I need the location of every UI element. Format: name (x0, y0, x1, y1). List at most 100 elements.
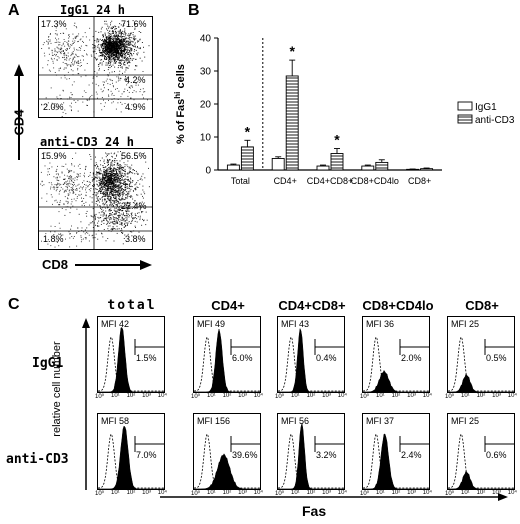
y-tick-label: 20 (200, 100, 212, 111)
tick-label: 10² (222, 393, 232, 399)
tick-label: 10⁰ (445, 491, 455, 497)
dotplot-1-q-ul: 17.3% (41, 19, 67, 29)
histogram-plot (447, 433, 514, 490)
category-label: CD8+CD4lo (351, 176, 399, 186)
fas-axis-label: Fas (302, 503, 327, 519)
tick-label: 10⁴ (507, 490, 517, 496)
mfi-label: MFI 156 (197, 416, 231, 426)
control-curve (447, 336, 514, 392)
tick-label: 10³ (238, 393, 247, 399)
fas-hi-percent: 3.2% (316, 450, 337, 460)
tick-label: 10⁴ (157, 490, 167, 496)
tick-label: 10³ (322, 393, 331, 399)
significance-star: * (245, 123, 251, 139)
control-curve (97, 336, 164, 392)
tick-label: 10⁰ (360, 394, 370, 400)
tick-label: 10⁰ (95, 491, 105, 497)
dotplot-2-q-ul: 15.9% (41, 151, 67, 161)
panel-a-arrows (14, 64, 152, 270)
tick-label: 10⁴ (157, 393, 167, 399)
histogram-axis-ticks: 10⁰ 10¹ 10² 10³ 10⁴ (275, 490, 347, 497)
panel-b-letter: B (188, 2, 200, 19)
mfi-label: MFI 43 (281, 319, 310, 329)
tick-label: 10¹ (461, 393, 470, 399)
histogram-axis-ticks: 10⁰ 10¹ 10² 10³ 10⁴ (360, 393, 432, 400)
dotplot-1-title: IgG1 24 h (60, 3, 126, 17)
cd4-arrow-head (14, 64, 24, 76)
tick-label: 10³ (407, 490, 416, 496)
dotplot-2-q-ur: 56.5% (121, 151, 147, 161)
histogram-IgG1-CD4+: MFI 49 6.0% (193, 316, 261, 393)
fas-hi-percent: 2.0% (401, 353, 422, 363)
dotplot-2-q-ll: 1.8% (43, 234, 64, 244)
tick-label: 10⁰ (95, 394, 105, 400)
tick-label: 10⁴ (422, 490, 432, 496)
histogram-axis-ticks: 10⁰ 10¹ 10² 10³ 10⁴ (445, 393, 517, 400)
cd8-arrow-head (140, 260, 152, 270)
sample-histogram (448, 470, 514, 490)
tick-label: 10² (126, 393, 136, 399)
category-label: CD4+ (274, 176, 297, 186)
control-curve (277, 336, 344, 392)
fas-hi-percent: 2.4% (401, 450, 422, 460)
tick-label: 10² (126, 490, 136, 496)
tick-label: 10³ (142, 490, 151, 496)
significance-star: * (289, 43, 295, 59)
tick-label: 10² (222, 490, 232, 496)
histogram-anti-CD3-CD8+CD4lo: MFI 37 2.4% (362, 413, 430, 490)
significance-star: * (334, 132, 340, 148)
tick-label: 10³ (492, 490, 501, 496)
tick-label: 10⁴ (422, 393, 432, 399)
control-curve (193, 336, 260, 392)
tick-label: 10³ (322, 490, 331, 496)
y-axis-label: % of Fashi cells (173, 64, 188, 144)
fas-hi-percent: 0.5% (486, 353, 507, 363)
tick-label: 10¹ (461, 490, 470, 496)
histogram-IgG1-CD8+: MFI 25 0.5% (447, 316, 515, 393)
tick-label: 10⁴ (337, 393, 347, 399)
tick-label: 10⁰ (191, 491, 201, 497)
y-tick-label: 30 (200, 67, 212, 78)
legend-label: IgG1 (475, 102, 497, 113)
histogram-axis-ticks: 10⁰ 10¹ 10² 10³ 10⁴ (95, 393, 167, 400)
category-label: Total (231, 176, 250, 186)
dotplot-2-title: anti-CD3 24 h (40, 135, 134, 149)
dotplot-1-q-mr: 4.2% (125, 75, 146, 85)
panel-c-letter: C (8, 296, 20, 313)
category-label: CD4+CD8+ (307, 176, 354, 186)
tick-label: 10² (306, 490, 316, 496)
mfi-label: MFI 49 (197, 319, 226, 329)
tick-label: 10³ (407, 393, 416, 399)
control-curve (362, 433, 429, 489)
histogram-IgG1-CD8+CD4lo: MFI 36 2.0% (362, 316, 430, 393)
mfi-label: MFI 56 (281, 416, 310, 426)
tick-label: 10¹ (291, 490, 300, 496)
dotplot-1-q-ll: 2.0% (43, 102, 64, 112)
col-head-cd8cd4lo: CD8+CD4lo (362, 298, 434, 313)
tick-label: 10¹ (111, 393, 120, 399)
sample-histogram (363, 433, 429, 490)
row-head-anticd3: anti-CD3 (6, 452, 69, 467)
y-tick-label: 0 (205, 166, 211, 177)
fas-bar-chart: 0 10 20 30 40 % of Fashi cells * Total * CD4+ * CD4… (173, 34, 515, 187)
col-head-cd4: CD4+ (211, 298, 245, 313)
tick-label: 10⁴ (253, 393, 263, 399)
mfi-label: MFI 42 (101, 319, 130, 329)
tick-label: 10⁰ (445, 394, 455, 400)
control-curve (362, 336, 429, 392)
histogram-axis-ticks: 10⁰ 10¹ 10² 10³ 10⁴ (191, 393, 263, 400)
histogram-IgG1-CD4+CD8+: MFI 43 0.4% (277, 316, 345, 393)
histogram-anti-CD3-CD4+CD8+: MFI 56 3.2% (277, 413, 345, 490)
tick-label: 10⁰ (275, 491, 285, 497)
dotplot-1-q-lr: 4.9% (125, 102, 146, 112)
tick-label: 10² (476, 393, 486, 399)
mfi-label: MFI 58 (101, 416, 130, 426)
tick-label: 10³ (142, 393, 151, 399)
control-curve (447, 433, 514, 489)
legend-swatch (457, 114, 473, 124)
histogram-anti-CD3-total: MFI 58 7.0% (97, 413, 165, 490)
panel-a-letter: A (8, 2, 20, 19)
tick-label: 10⁴ (337, 490, 347, 496)
tick-label: 10¹ (291, 393, 300, 399)
